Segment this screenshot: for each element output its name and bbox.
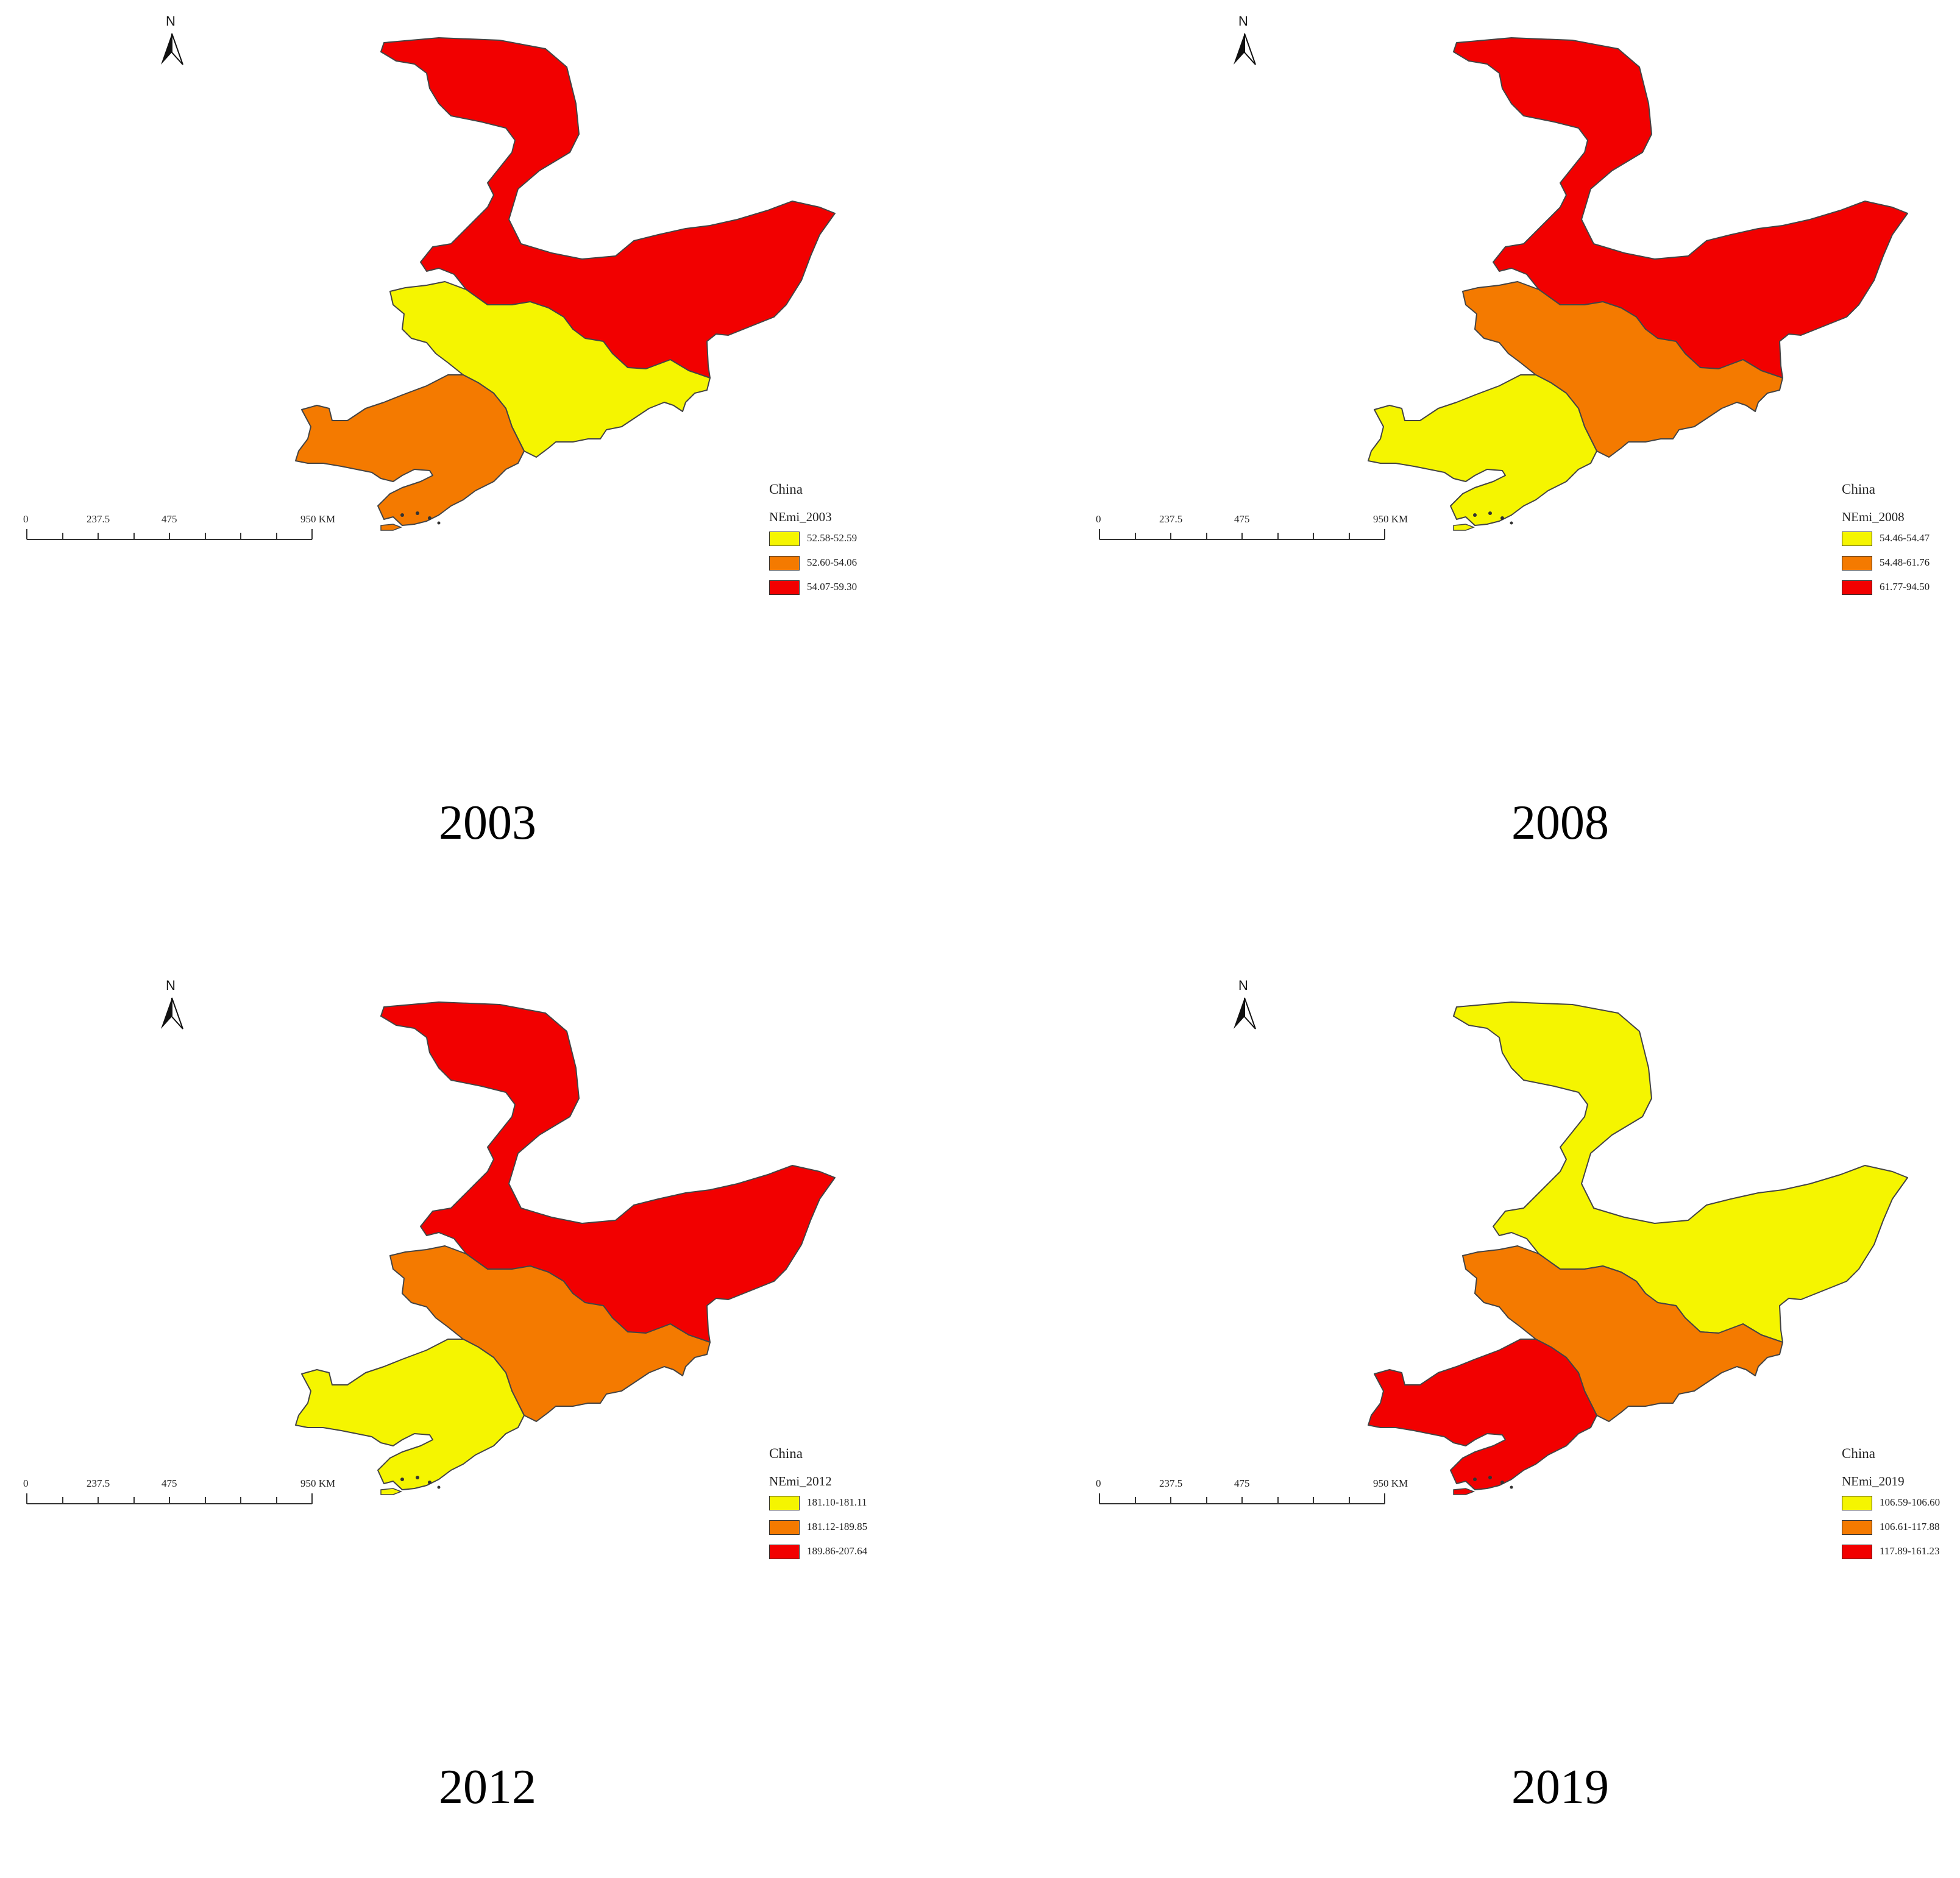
legend-label: 54.48-61.76 — [1880, 557, 1930, 568]
legend-label: 189.86-207.64 — [807, 1545, 868, 1557]
scale-label-2: 475 — [162, 513, 177, 525]
scale-label-2: 475 — [162, 1478, 177, 1489]
map-canvas — [1099, 33, 1908, 540]
map-canvas — [1099, 997, 1908, 1504]
north-arrow — [161, 997, 183, 1030]
legend-title: China — [769, 1446, 803, 1461]
map-canvas — [26, 33, 836, 540]
region-liaoning — [295, 374, 525, 526]
north-arrow — [1234, 997, 1256, 1030]
legend-swatch-yellow — [769, 1496, 800, 1510]
legend-swatch-yellow — [1842, 532, 1872, 546]
legend-field: NEmi_2012 — [769, 1474, 832, 1489]
legend-swatch-red — [1842, 1545, 1872, 1559]
scale-label-1: 237.5 — [87, 1478, 110, 1489]
legend-swatch-orange — [769, 1520, 800, 1535]
scale-label-0: 0 — [1096, 513, 1101, 525]
legend-label: 106.61-117.88 — [1880, 1521, 1940, 1532]
legend-swatch-orange — [1842, 1520, 1872, 1535]
region-liaoning — [1368, 1339, 1597, 1490]
north-label: N — [166, 978, 176, 993]
year-label: 2019 — [1511, 1760, 1609, 1814]
legend-label: 54.07-59.30 — [807, 581, 857, 592]
legend-swatch-orange — [1842, 556, 1872, 571]
map-panel-2008: N 0 237.5 475 950 KM China NEmi_2008 54.… — [1073, 0, 1960, 914]
map-panel-2003: N 0 237.5 475 950 KM China NEmi_2003 52.… — [0, 0, 980, 914]
year-label: 2003 — [439, 796, 536, 850]
legend-field: NEmi_2003 — [769, 510, 832, 524]
legend-title: China — [1842, 1446, 1875, 1461]
year-label: 2012 — [439, 1760, 536, 1814]
legend-label: 54.46-54.47 — [1880, 532, 1930, 544]
legend-swatch-yellow — [1842, 1496, 1872, 1510]
scale-label-0: 0 — [1096, 1478, 1101, 1489]
scale-label-1: 237.5 — [1159, 1478, 1183, 1489]
legend-label: 117.89-161.23 — [1880, 1545, 1940, 1557]
scale-bar — [1099, 529, 1385, 540]
legend-swatch-yellow — [769, 532, 800, 546]
legend-label: 52.58-52.59 — [807, 532, 857, 544]
legend-label: 61.77-94.50 — [1880, 581, 1930, 592]
north-label: N — [1238, 978, 1248, 993]
legend-title: China — [769, 482, 803, 497]
scale-label-3: 950 KM — [1373, 513, 1408, 525]
scale-label-0: 0 — [23, 513, 29, 525]
north-label: N — [1238, 13, 1248, 29]
legend-field: NEmi_2008 — [1842, 510, 1905, 524]
legend-label: 181.12-189.85 — [807, 1521, 868, 1532]
scale-label-1: 237.5 — [87, 513, 110, 525]
figure: N 0 237.5 475 950 KM China NEmi_2003 52.… — [0, 0, 1960, 1812]
legend-swatch-red — [1842, 580, 1872, 595]
scale-bar — [26, 1493, 313, 1504]
map-panel-2012: N 0 237.5 475 950 KM China NEmi_2012 181… — [0, 964, 980, 1878]
legend-label: 181.10-181.11 — [807, 1496, 867, 1508]
scale-label-3: 950 KM — [1373, 1478, 1408, 1489]
region-liaoning — [295, 1339, 525, 1490]
legend-title: China — [1842, 482, 1875, 497]
year-label: 2008 — [1511, 796, 1609, 850]
scale-label-0: 0 — [23, 1478, 29, 1489]
legend-label: 106.59-106.60 — [1880, 1496, 1940, 1508]
north-label: N — [166, 13, 176, 29]
scale-bar — [1099, 1493, 1385, 1504]
region-liaoning — [1368, 374, 1597, 526]
scale-label-3: 950 KM — [300, 513, 336, 525]
scale-label-3: 950 KM — [300, 1478, 336, 1489]
legend-label: 52.60-54.06 — [807, 557, 857, 568]
scale-bar — [26, 529, 313, 540]
scale-label-2: 475 — [1234, 513, 1250, 525]
legend-swatch-red — [769, 580, 800, 595]
legend-swatch-orange — [769, 556, 800, 571]
north-arrow — [161, 33, 183, 65]
north-arrow — [1234, 33, 1256, 65]
scale-label-2: 475 — [1234, 1478, 1250, 1489]
map-panel-2019: N 0 237.5 475 950 KM China NEmi_2019 106… — [1073, 964, 1960, 1878]
legend-swatch-red — [769, 1545, 800, 1559]
scale-label-1: 237.5 — [1159, 513, 1183, 525]
map-canvas — [26, 997, 836, 1504]
legend-field: NEmi_2019 — [1842, 1474, 1905, 1489]
